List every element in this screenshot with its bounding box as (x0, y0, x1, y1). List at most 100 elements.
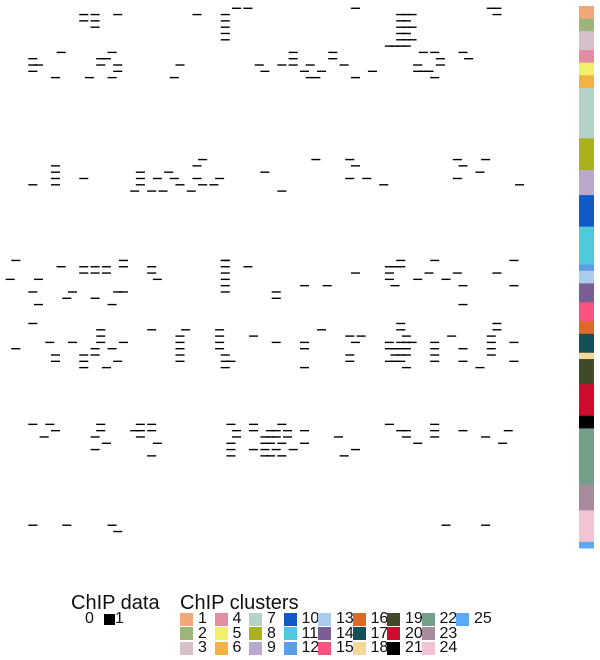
heatmap-cell (152, 177, 162, 180)
heatmap-cell (96, 329, 106, 331)
heatmap-cell (79, 177, 89, 180)
cluster-legend-swatch (421, 641, 435, 655)
heatmap-cell (311, 158, 321, 161)
heatmap-cell (67, 291, 77, 293)
heatmap-cell (299, 442, 310, 444)
heatmap-cell (147, 190, 157, 192)
heatmap-cell (113, 530, 123, 533)
heatmap-cell (390, 354, 400, 356)
heatmap-cell (220, 284, 230, 287)
heatmap-cell (350, 448, 360, 451)
heatmap-cell (90, 266, 100, 268)
chip-clusters-legend-title: ChIP clusters (180, 592, 299, 614)
cluster-legend-swatch (180, 641, 193, 655)
cluster-annotation-23 (579, 485, 594, 511)
heatmap-cell (430, 348, 440, 350)
chip-data-key-0-label: 0 (85, 610, 94, 627)
heatmap-cell (96, 423, 106, 426)
cluster-legend-swatch (352, 627, 366, 640)
heatmap-cell (413, 442, 423, 444)
heatmap-cell (390, 266, 400, 268)
heatmap-cell (271, 291, 281, 293)
chip-data-legend-title: ChIP data (71, 592, 160, 614)
heatmap-cell (430, 76, 440, 79)
heatmap-cell (401, 45, 411, 47)
heatmap-cell (430, 429, 440, 432)
heatmap-cell (175, 360, 185, 363)
heatmap-cell (56, 266, 66, 268)
heatmap-cell (492, 272, 502, 274)
heatmap-cell (147, 423, 157, 426)
heatmap-cell (396, 354, 406, 356)
heatmap-cell (401, 348, 411, 350)
heatmap-cell (90, 272, 100, 274)
heatmap-cell (401, 354, 411, 356)
heatmap-cell (220, 32, 230, 35)
heatmap-cell (90, 13, 100, 16)
heatmap-cell (475, 171, 485, 173)
heatmap-cell (90, 348, 100, 350)
heatmap-cell (305, 76, 315, 79)
cluster-legend-label: 22 (439, 610, 458, 627)
heatmap-cell (492, 7, 502, 9)
heatmap-cell (430, 360, 440, 363)
heatmap-cell (509, 284, 519, 287)
cluster-annotation-1 (579, 6, 594, 19)
cluster-legend-swatch (387, 641, 400, 655)
heatmap-cell (288, 51, 298, 54)
heatmap-cell (503, 429, 513, 432)
chip-data-key-1: 1 (101, 610, 124, 628)
heatmap-cell (407, 13, 417, 16)
heatmap-cell (220, 259, 230, 262)
cluster-legend-label: 11 (301, 624, 319, 642)
heatmap-cell (396, 13, 406, 16)
cluster-legend-label: 9 (267, 639, 276, 656)
heatmap-cell (492, 13, 502, 16)
heatmap-cell (271, 429, 281, 432)
heatmap-cell (260, 455, 270, 457)
heatmap-cell (186, 190, 196, 192)
heatmap-cell (435, 58, 445, 60)
heatmap-cell (266, 429, 276, 432)
heatmap-cell (350, 165, 360, 167)
heatmap-cell (50, 171, 60, 173)
cluster-legend-label: 15 (336, 639, 354, 656)
heatmap-cell (447, 335, 457, 337)
cluster-legend-label: 19 (405, 610, 423, 627)
heatmap-cell (118, 291, 128, 293)
heatmap-cell (299, 284, 310, 287)
heatmap-cell (79, 13, 89, 16)
cluster-legend-item-19: 19 (387, 610, 423, 627)
heatmap-cell (362, 177, 372, 180)
heatmap-cell (266, 455, 276, 457)
heatmap-cell (396, 259, 406, 262)
cluster-annotation-21 (579, 415, 594, 429)
heatmap-cell (390, 45, 400, 47)
cluster-legend-label: 6 (232, 639, 242, 656)
heatmap-cell (192, 13, 202, 16)
heatmap-cell (45, 341, 55, 344)
heatmap-cell (50, 354, 60, 356)
heatmap-cell (260, 171, 270, 173)
cluster-annotation-11 (579, 226, 594, 265)
heatmap-cell (458, 303, 468, 306)
heatmap-cell (260, 436, 270, 438)
heatmap-cell (215, 177, 225, 180)
heatmap-cell (401, 26, 411, 28)
heatmap-cell (407, 26, 417, 28)
heatmap-cell (130, 429, 140, 432)
heatmap-cell (413, 70, 423, 73)
heatmap-cell (50, 165, 60, 167)
heatmap-cell (345, 354, 355, 356)
cluster-legend-swatch (352, 612, 366, 626)
heatmap-cell (169, 76, 179, 79)
heatmap-cell (79, 354, 89, 356)
heatmap-cell (107, 76, 117, 79)
heatmap-cell (215, 341, 225, 344)
cluster-annotation-3 (579, 31, 594, 51)
cluster-legend-item-22: 22 (421, 610, 458, 627)
heatmap-cell (28, 291, 38, 293)
cluster-legend-label: 23 (439, 624, 458, 642)
chip-data-key-0: 0 (85, 610, 108, 628)
heatmap-cell (283, 429, 293, 432)
